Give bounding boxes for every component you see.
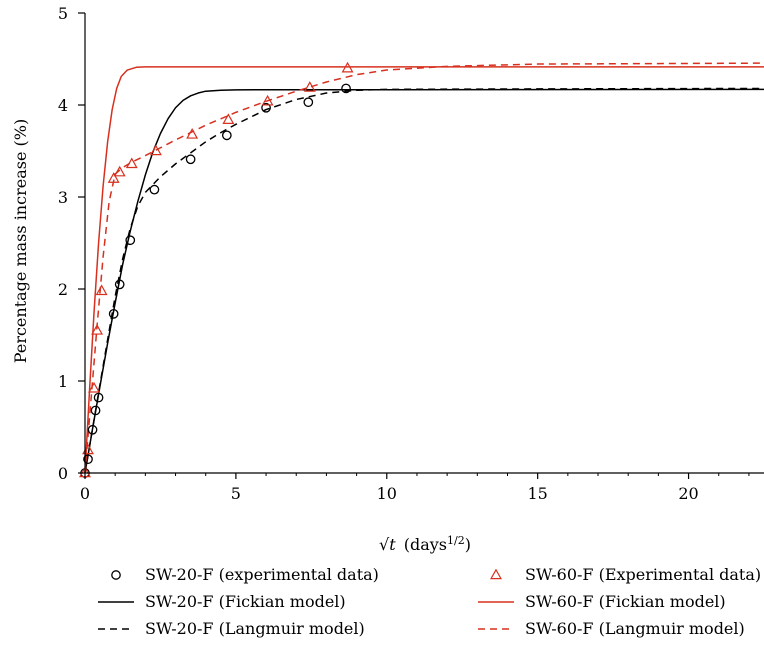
legend-item: SW-20-F (experimental data) <box>111 565 379 584</box>
series-line-sw-20-f-fickian-model <box>84 88 764 474</box>
data-point <box>261 94 274 106</box>
plot-series <box>79 61 764 478</box>
data-point <box>222 113 235 124</box>
y-axis-title: Percentage mass increase (%) <box>11 119 30 363</box>
data-point <box>95 284 108 296</box>
data-point <box>341 61 354 73</box>
x-tick-label: 20 <box>678 484 698 503</box>
y-axis-ticks: 0 1 2 3 4 5 <box>58 4 85 483</box>
legend-label: SW-60-F (Fickian model) <box>525 592 726 611</box>
x-axis-title-unit: (days <box>404 535 447 554</box>
legend-item: SW-60-F (Langmuir model) <box>478 619 745 638</box>
series-points-sw-20-f-experimental-data <box>80 83 351 478</box>
series-line-sw-60-f-langmuir-model <box>84 62 764 474</box>
data-point <box>91 323 104 335</box>
data-point <box>87 424 98 435</box>
legend-label: SW-20-F (Langmuir model) <box>145 619 365 638</box>
data-point <box>341 83 351 94</box>
legend-label: SW-60-F (Langmuir model) <box>525 619 745 638</box>
legend-item: SW-20-F (Fickian model) <box>98 592 346 611</box>
series-line-sw-20-f-langmuir-model <box>84 87 764 474</box>
data-point <box>113 165 126 177</box>
data-point <box>108 308 119 319</box>
series-line-sw-60-f-fickian-model <box>84 66 764 474</box>
data-point <box>149 144 162 156</box>
legend-marker <box>490 568 502 580</box>
y-tick-label: 5 <box>58 4 68 23</box>
legend-item: SW-60-F (Fickian model) <box>478 592 726 611</box>
y-tick-label: 1 <box>58 372 68 391</box>
data-point <box>114 279 125 290</box>
x-tick-label: 5 <box>231 484 241 503</box>
y-tick-label: 4 <box>58 96 68 115</box>
legend-label: SW-60-F (Experimental data) <box>525 565 761 584</box>
x-axis-title-exponent: 1/2 <box>447 534 465 547</box>
data-point <box>303 81 316 92</box>
data-point <box>93 392 104 403</box>
y-tick-label: 0 <box>58 464 68 483</box>
x-axis-title-close: ) <box>465 535 471 554</box>
legend-marker <box>111 570 121 580</box>
legend-label: SW-20-F (experimental data) <box>145 565 379 584</box>
legend-label: SW-20-F (Fickian model) <box>145 592 346 611</box>
data-point <box>90 405 101 416</box>
legend: SW-20-F (experimental data) SW-60-F (Expe… <box>98 565 761 638</box>
data-point <box>185 154 196 165</box>
x-axis-title-symbol: √t <box>379 535 396 554</box>
axes <box>84 13 764 474</box>
data-point <box>88 381 101 393</box>
data-point <box>186 128 199 139</box>
y-tick-label: 2 <box>58 280 68 299</box>
data-point <box>221 130 232 141</box>
y-tick-label: 3 <box>58 188 68 207</box>
data-point <box>149 184 160 195</box>
data-point <box>83 454 93 465</box>
data-point <box>303 97 314 108</box>
x-tick-label: 0 <box>80 484 90 503</box>
x-axis-ticks: 0 5 10 15 20 <box>80 473 750 503</box>
data-point <box>107 172 120 183</box>
data-point <box>125 157 138 169</box>
x-tick-label: 15 <box>527 484 547 503</box>
legend-item: SW-20-F (Langmuir model) <box>98 619 365 638</box>
legend-item: SW-60-F (Experimental data) <box>490 565 761 584</box>
data-point <box>261 102 271 113</box>
x-axis-title: √t (days1/2) <box>379 534 471 554</box>
data-point <box>125 235 136 246</box>
x-tick-label: 10 <box>377 484 397 503</box>
